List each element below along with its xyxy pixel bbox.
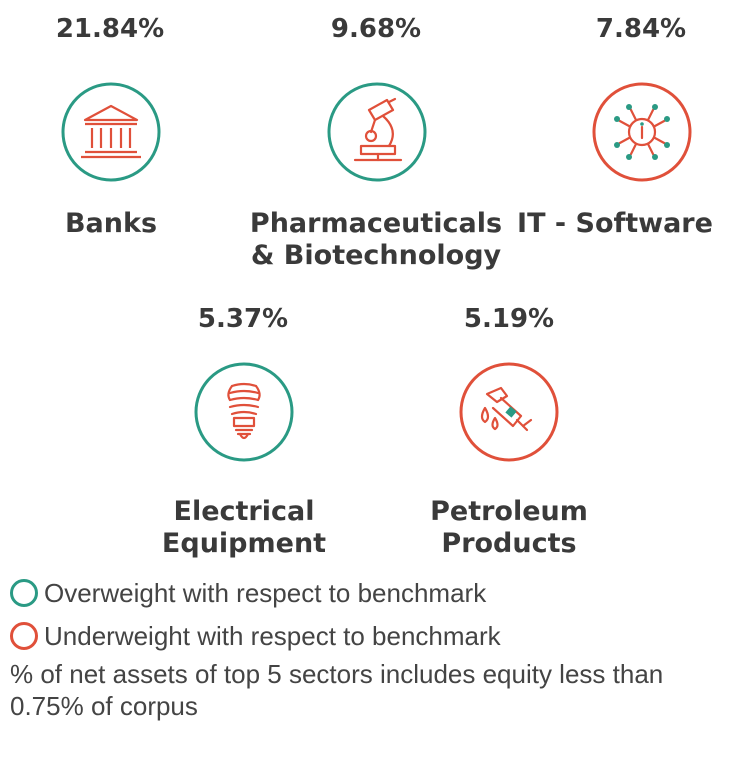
sector-percent-electrical: 5.37% [197,304,289,334]
light-bulb-icon [192,360,296,464]
underweight-ring-icon [10,622,38,650]
sector-percent-banks: 21.84% [55,14,165,44]
sector-label-petroleum: Petroleum Products [430,496,588,559]
sector-percent-it-software: 7.84% [595,14,687,44]
legend-overweight: Overweight with respect to benchmark [10,576,486,610]
sector-label-electrical: Electrical Equipment [161,496,327,559]
bank-icon [59,80,163,184]
fuel-nozzle-icon [457,360,561,464]
legend-underweight: Underweight with respect to benchmark [10,619,501,653]
overweight-ring-icon [10,579,38,607]
footnote: % of net assets of top 5 sectors include… [10,659,664,721]
sector-label-banks: Banks [64,208,158,239]
legend-overweight-text: Overweight with respect to benchmark [44,577,487,608]
sector-percent-petroleum: 5.19% [463,304,555,334]
legend-underweight-text: Underweight with respect to benchmark [44,620,501,651]
sector-label-it-software: IT - Software [517,208,713,239]
microscope-icon [325,80,429,184]
circuit-info-icon [590,80,694,184]
sector-label-pharma: Pharmaceuticals & Biotechnology [249,208,503,271]
sector-percent-pharma: 9.68% [330,14,422,44]
